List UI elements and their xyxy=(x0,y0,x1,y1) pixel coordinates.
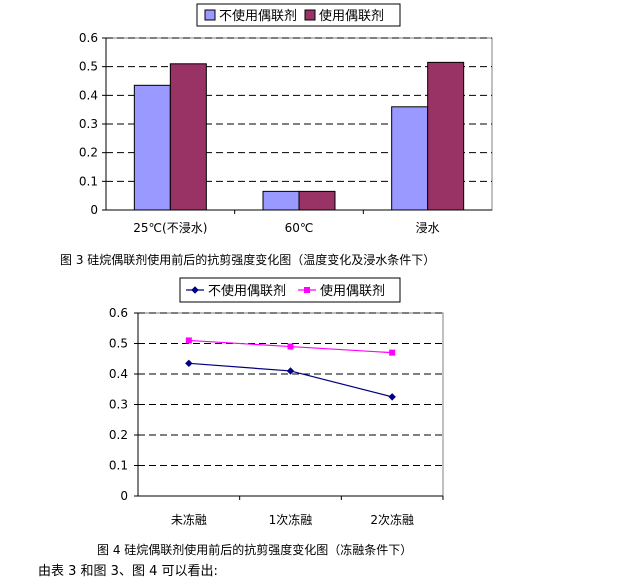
chart4-x-tick-label: 2次冻融 xyxy=(370,512,414,527)
chart3-y-tick-label: 0.3 xyxy=(79,117,98,131)
chart3-y-tick-label: 0 xyxy=(90,203,98,217)
chart3-y-tick-label: 0.2 xyxy=(79,146,98,160)
chart3-bar xyxy=(391,106,429,211)
chart4-data-point xyxy=(185,337,192,344)
chart4-legend-marker xyxy=(304,287,310,293)
chart4-legend-marker xyxy=(191,286,199,294)
figure3-caption: 图 3 硅烷偶联剂使用前后的抗剪强度变化图（温度变化及浸水条件下） xyxy=(60,253,436,267)
chart4-legend-label: 使用偶联剂 xyxy=(320,283,385,299)
chart4-y-tick-label: 0 xyxy=(120,489,128,503)
chart3-legend-swatch xyxy=(204,9,216,21)
chart3-x-tick-label: 浸水 xyxy=(416,221,440,235)
figure4-caption: 图 4 硅烷偶联剂使用前后的抗剪强度变化图（冻融条件下） xyxy=(97,543,413,557)
chart3-y-tick-label: 0.1 xyxy=(79,174,98,188)
figure3-bar-chart: 不使用偶联剂 使用偶联剂 0 0.1 0.2 0.3 0.4 0.5 0.6 25℃(不浸水)… xyxy=(79,3,493,235)
chart4-gridlines xyxy=(138,312,443,466)
chart4-data-point xyxy=(388,393,396,401)
chart4-x-ticks: 未冻融 1次冻融 2次冻融 xyxy=(171,496,444,527)
chart4-y-tick-label: 0.1 xyxy=(109,459,128,473)
chart4-legend-label: 不使用偶联剂 xyxy=(208,283,286,299)
chart4-data-point xyxy=(185,359,193,368)
chart3-x-tick-label: 25℃(不浸水) xyxy=(133,221,207,235)
chart4-y-tick-label: 0.5 xyxy=(109,337,128,351)
chart4-data-point xyxy=(389,349,396,356)
body-text: 由表 3 和图 3、图 4 可以看出: xyxy=(38,564,218,579)
chart3-bar xyxy=(133,84,171,211)
chart3-legend-label: 不使用偶联剂 xyxy=(219,8,297,24)
chart3-legend-swatch xyxy=(304,9,316,21)
chart4-y-tick-label: 0.6 xyxy=(109,306,128,320)
chart3-y-ticks: 0 0.1 0.2 0.3 0.4 0.5 0.6 xyxy=(79,31,106,217)
chart3-x-ticks: 25℃(不浸水) 60℃ 浸水 xyxy=(133,210,440,235)
chart3-bar xyxy=(262,190,300,211)
figure4-line-chart: 不使用偶联剂 使用偶联剂 0 0.1 0.2 0.3 0.4 0.5 0.6 未冻融 1次冻融 2… xyxy=(109,277,444,527)
chart4-legend: 不使用偶联剂 使用偶联剂 xyxy=(179,277,401,303)
chart4-y-tick-label: 0.4 xyxy=(109,367,128,381)
chart4-x-tick-label: 未冻融 xyxy=(171,512,207,527)
chart3-y-tick-label: 0.5 xyxy=(79,60,98,74)
chart3-y-tick-label: 0.4 xyxy=(79,88,98,102)
chart3-legend-box xyxy=(196,3,401,27)
chart4-y-tick-label: 0.2 xyxy=(109,428,128,442)
chart3-y-tick-label: 0.6 xyxy=(79,31,98,45)
chart3-bar xyxy=(298,190,336,211)
chart3-x-tick-label: 60℃ xyxy=(285,221,314,235)
chart4-legend-box xyxy=(179,277,401,303)
chart4-x-tick-label: 1次冻融 xyxy=(269,512,313,527)
chart4-series xyxy=(185,337,396,401)
chart4-y-tick-label: 0.3 xyxy=(109,398,128,412)
chart3-bar xyxy=(169,63,207,211)
chart4-y-ticks: 0 0.1 0.2 0.3 0.4 0.5 0.6 xyxy=(109,306,138,503)
chart3-bar xyxy=(427,61,465,211)
chart3-legend: 不使用偶联剂 使用偶联剂 xyxy=(196,3,401,27)
chart4-data-point xyxy=(287,343,294,350)
chart3-legend-label: 使用偶联剂 xyxy=(319,8,384,24)
chart4-data-point xyxy=(286,367,295,375)
